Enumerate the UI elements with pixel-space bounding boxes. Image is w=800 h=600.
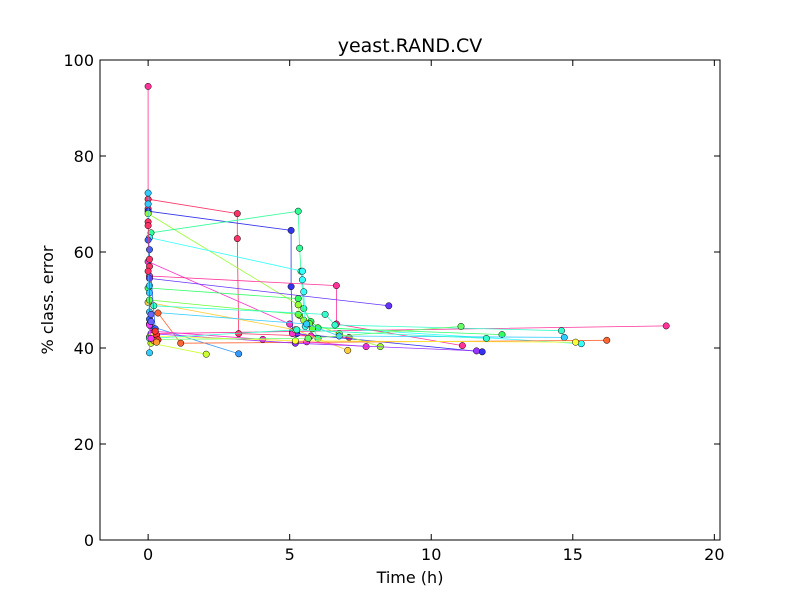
y-axis-title: % class. error: [38, 245, 57, 354]
data-point: [146, 349, 153, 357]
chart-title: yeast.RAND.CV: [338, 35, 483, 57]
data-point: [144, 82, 152, 90]
data-point: [332, 282, 340, 290]
data-point: [662, 322, 670, 330]
series-26: [144, 218, 153, 275]
data-point: [144, 200, 152, 208]
y-tick-label: 20: [74, 435, 94, 454]
data-point: [144, 222, 152, 230]
y-tick-label: 60: [74, 243, 94, 262]
data-point: [577, 340, 585, 348]
data-point: [478, 348, 486, 356]
series-30: [147, 310, 155, 326]
series-13: [150, 302, 565, 335]
data-point: [286, 320, 294, 328]
data-point: [151, 327, 159, 335]
data-point: [291, 337, 299, 345]
data-point: [344, 346, 352, 354]
x-tick-label: 0: [143, 545, 153, 564]
data-point: [458, 342, 466, 350]
data-point: [294, 310, 302, 318]
data-point: [498, 331, 506, 339]
data-point: [235, 350, 243, 358]
x-tick-label: 15: [563, 545, 583, 564]
y-tick-label: 80: [74, 147, 94, 166]
series-layer: [144, 82, 670, 358]
series-line: [150, 326, 239, 355]
x-tick-label: 5: [285, 545, 295, 564]
data-point: [293, 326, 301, 334]
data-point: [177, 339, 185, 347]
series-line: [153, 305, 562, 332]
data-point: [294, 295, 302, 303]
series-line: [149, 278, 389, 307]
plot-frame: [99, 59, 721, 541]
y-tick-label: 40: [74, 339, 94, 358]
data-point: [147, 334, 155, 342]
data-point: [603, 336, 611, 344]
data-point: [457, 322, 465, 330]
data-point: [153, 338, 161, 346]
data-point: [303, 320, 311, 328]
data-point: [560, 333, 568, 341]
y-tick-label: 0: [84, 531, 94, 550]
data-point: [147, 318, 155, 326]
x-tick-label: 20: [704, 545, 724, 564]
data-point: [482, 334, 490, 342]
data-point: [304, 334, 312, 342]
tick-layer: 0 5 10 15 20 0 20 40 60 80 100: [63, 51, 724, 564]
data-point: [473, 347, 480, 355]
data-point: [287, 283, 295, 291]
x-tick-label: 10: [421, 545, 441, 564]
data-point: [154, 309, 162, 317]
series-24: [144, 189, 153, 357]
data-point: [147, 310, 155, 318]
data-point: [144, 236, 152, 244]
data-point: [296, 244, 304, 252]
data-point: [558, 327, 565, 335]
data-point: [294, 207, 302, 215]
data-point: [385, 302, 393, 310]
data-point: [202, 350, 210, 358]
data-point: [144, 189, 152, 197]
data-point: [298, 267, 306, 275]
y-tick-label: 100: [63, 51, 94, 70]
data-point: [287, 226, 295, 234]
data-point: [298, 276, 306, 284]
data-point: [146, 255, 153, 263]
data-point: [233, 210, 241, 218]
data-point: [331, 321, 339, 329]
x-axis-title: Time (h): [376, 568, 444, 587]
data-point: [233, 235, 241, 243]
data-point: [144, 267, 152, 275]
data-point: [572, 338, 580, 346]
data-point: [300, 288, 308, 296]
data-point: [321, 310, 329, 318]
